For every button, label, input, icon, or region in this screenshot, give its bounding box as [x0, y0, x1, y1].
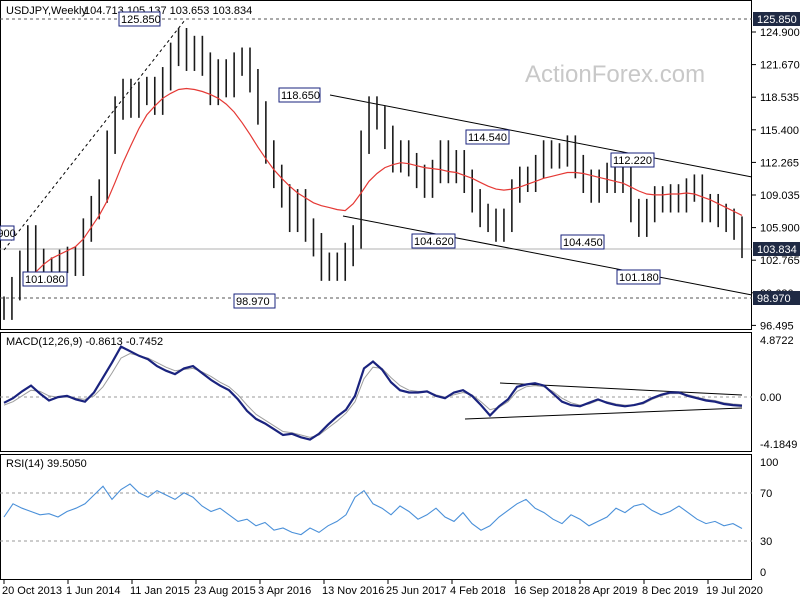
channel-upper-line	[329, 94, 753, 178]
x-tick-label: 16 Sep 2018	[514, 585, 576, 597]
label-box-112220	[610, 152, 655, 168]
label-114540: 114.540	[468, 132, 507, 144]
rsi-axis: 100 70 30 0	[760, 457, 778, 579]
price-axis: 124.900 121.670 118.535 115.400 112.265 109.0…	[752, 27, 800, 332]
label-98970: 98.970	[236, 296, 270, 308]
x-tick-label: 19 Jul 2020	[706, 585, 763, 597]
price-tick-label: 115.400	[760, 125, 799, 137]
x-tick-label: 3 Apr 2016	[258, 585, 311, 597]
macd-signal-line	[3, 352, 743, 438]
label-box-114540	[465, 129, 510, 145]
macd-line	[3, 345, 743, 441]
price-tick-label: 124.900	[760, 27, 800, 39]
price-tick-label: 109.035	[760, 190, 800, 202]
label-box-125850	[118, 11, 161, 27]
label-box-98970	[233, 293, 276, 309]
right-label-current: 103.834	[757, 244, 797, 256]
channel-lower-line	[342, 215, 753, 296]
price-tick-label: 96.495	[760, 320, 794, 332]
macd-tick-label: 0.00	[760, 392, 781, 404]
price-tick-label: 112.265	[760, 157, 799, 169]
macd-title: MACD(12,26,9) -0.8613 -0.7452	[6, 336, 163, 348]
x-tick-label: 11 Jan 2015	[130, 585, 190, 597]
rsi-series-group	[3, 483, 743, 536]
x-tick-label: 23 Aug 2015	[194, 585, 256, 597]
right-box-low	[753, 291, 800, 305]
chart-ohlc: 104.713 105.137 103.653 103.834	[84, 5, 252, 17]
x-axis: 20 Oct 2013 1 Jun 2014 11 Jan 2015 23 Aug 2…	[2, 580, 763, 597]
label-104450: 104.450	[563, 237, 603, 249]
x-tick-label: 4 Feb 2018	[450, 585, 506, 597]
price-tick-label: 102.765	[760, 255, 800, 267]
annotation-labels: 125.850 118.650 114.540 112.220 105.900 …	[0, 11, 661, 309]
x-tick-label: 1 Jun 2014	[66, 585, 120, 597]
label-105900: 105.900	[0, 228, 16, 240]
label-101080: 101.080	[25, 274, 65, 286]
price-series-group	[3, 28, 743, 320]
macd-upper-trendline	[499, 382, 743, 396]
x-tick-label: 28 Apr 2019	[578, 585, 637, 597]
right-label-low: 98.970	[757, 293, 791, 305]
right-box-current	[753, 242, 800, 256]
rsi-tick-label: 100	[760, 457, 778, 469]
label-box-104450	[560, 234, 605, 250]
macd-tick-label: 4.8722	[760, 335, 794, 347]
rsi-tick-label: 30	[760, 536, 772, 548]
macd-series-group	[3, 345, 743, 441]
rsi-tick-label: 70	[760, 488, 772, 500]
x-tick-label: 20 Oct 2013	[2, 585, 62, 597]
label-box-105900	[0, 225, 15, 241]
macd-axis: 4.8722 0.00 -4.1849	[760, 335, 797, 451]
uptrend-line	[3, 19, 186, 251]
label-101180: 101.180	[619, 272, 659, 284]
rsi-tick-label: 0	[760, 567, 766, 579]
rsi-line	[3, 483, 743, 536]
price-panel-frame	[0, 0, 752, 330]
label-118650: 118.650	[281, 90, 320, 102]
label-box-104620	[411, 233, 456, 249]
label-125850: 125.850	[121, 14, 161, 26]
x-tick-label: 8 Dec 2019	[642, 585, 698, 597]
price-tick-label: 105.900	[760, 223, 800, 235]
x-tick-label: 13 Nov 2016	[322, 585, 384, 597]
right-label-high: 125.850	[757, 14, 797, 26]
macd-lower-trendline	[464, 407, 743, 420]
label-112220: 112.220	[613, 155, 652, 167]
x-tick-label: 25 Jun 2017	[386, 585, 447, 597]
moving-average-line	[27, 87, 743, 285]
price-tick-label: 118.535	[760, 92, 799, 104]
chart-symbol: USDJPY,Weekly	[6, 5, 87, 17]
right-box-high	[753, 12, 800, 26]
rsi-panel-frame	[0, 454, 752, 580]
label-104620: 104.620	[414, 236, 454, 248]
label-box-101180	[616, 269, 661, 285]
label-box-101080	[22, 271, 68, 287]
price-tick-label: 121.670	[760, 60, 800, 72]
watermark: ActionForex.com	[525, 61, 705, 88]
macd-tick-label: -4.1849	[760, 439, 797, 451]
macd-panel-frame	[0, 332, 752, 452]
label-box-118650	[278, 87, 321, 103]
rsi-title: RSI(14) 39.5050	[6, 458, 87, 470]
